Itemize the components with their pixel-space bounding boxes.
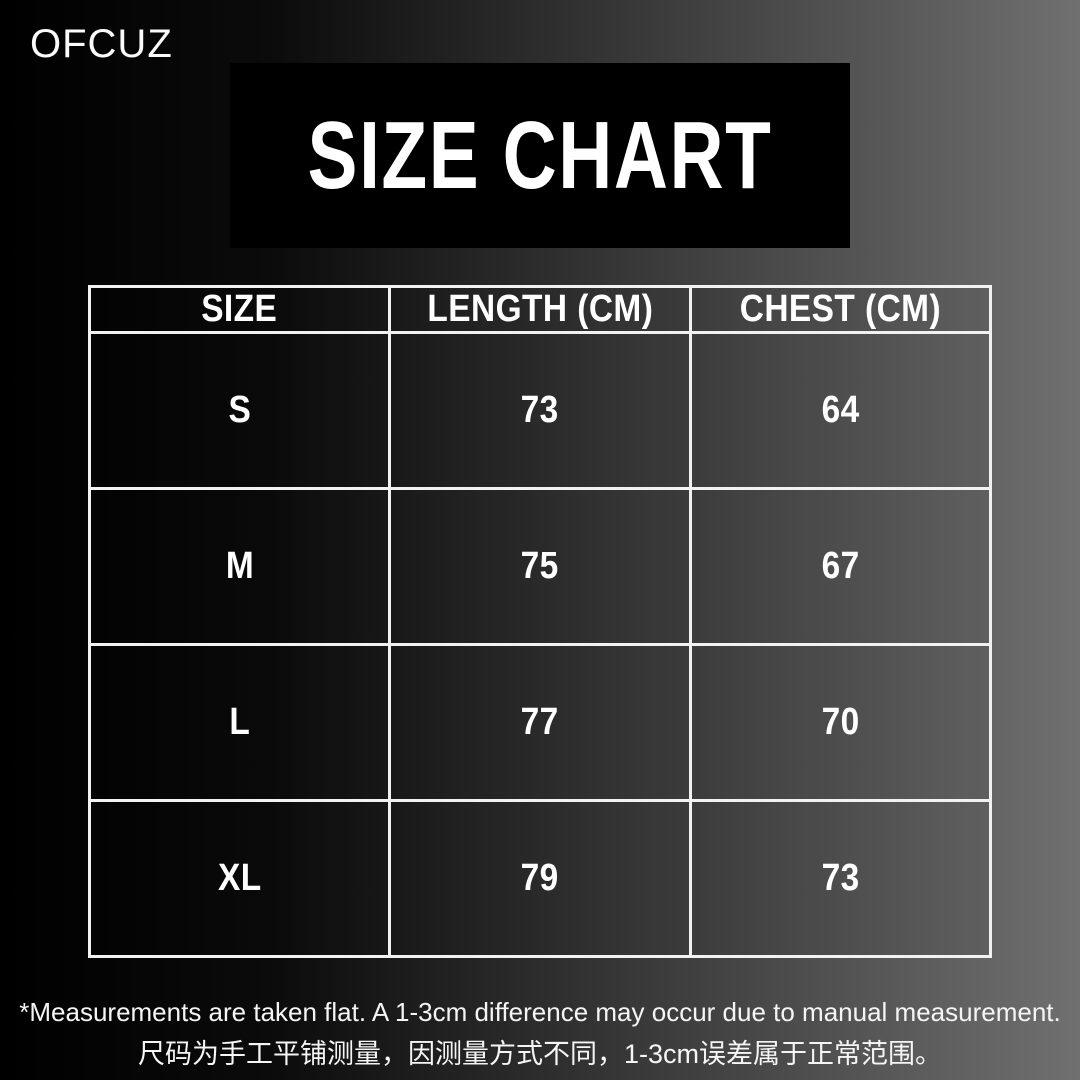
column-header-size-label: SIZE [201, 288, 278, 330]
table-row-s: S 73 64 [87, 331, 993, 490]
size-cell: S [87, 331, 392, 490]
column-header-size: SIZE [87, 285, 392, 334]
chest-cell: 64 [688, 331, 993, 490]
footnote-chinese: 尺码为手工平铺测量，因测量方式不同，1-3cm误差属于正常范围。 [137, 1039, 942, 1069]
page-title: SIZE CHART [307, 101, 773, 209]
size-cell: XL [87, 799, 392, 958]
chest-cell: 73 [688, 799, 993, 958]
table-row-xl: XL 79 73 [87, 799, 993, 958]
size-value: S [228, 389, 252, 431]
length-value: 79 [520, 857, 560, 899]
chest-value: 67 [821, 545, 860, 587]
length-value: 77 [520, 701, 560, 743]
length-cell: 75 [388, 487, 692, 646]
column-header-length-label: LENGTH (CM) [427, 288, 653, 330]
table-header-row: SIZE LENGTH (CM) CHEST (CM) [87, 285, 993, 334]
table-row-l: L 77 70 [87, 643, 993, 802]
column-header-chest: CHEST (CM) [688, 285, 993, 334]
table-row-m: M 75 67 [87, 487, 993, 646]
size-value: XL [217, 857, 262, 899]
length-value: 75 [520, 545, 560, 587]
size-cell: M [87, 487, 392, 646]
size-value: M [225, 545, 254, 587]
length-value: 73 [520, 389, 560, 431]
footnote-english: *Measurements are taken flat. A 1-3cm di… [19, 997, 1061, 1027]
column-header-length: LENGTH (CM) [388, 285, 692, 334]
brand-logo: OFCUZ [30, 22, 173, 66]
chest-value: 64 [821, 389, 860, 431]
length-cell: 77 [388, 643, 692, 802]
footnote-block: *Measurements are taken flat. A 1-3cm di… [0, 992, 1080, 1076]
chest-value: 73 [821, 857, 860, 899]
size-value: L [229, 701, 251, 743]
column-header-chest-label: CHEST (CM) [739, 288, 941, 330]
title-banner: SIZE CHART [230, 63, 850, 248]
chest-cell: 67 [688, 487, 993, 646]
chest-value: 70 [821, 701, 860, 743]
chest-cell: 70 [688, 643, 993, 802]
length-cell: 79 [388, 799, 692, 958]
length-cell: 73 [388, 331, 692, 490]
size-cell: L [87, 643, 392, 802]
size-table: SIZE LENGTH (CM) CHEST (CM) S 73 64 M 75… [87, 285, 993, 958]
